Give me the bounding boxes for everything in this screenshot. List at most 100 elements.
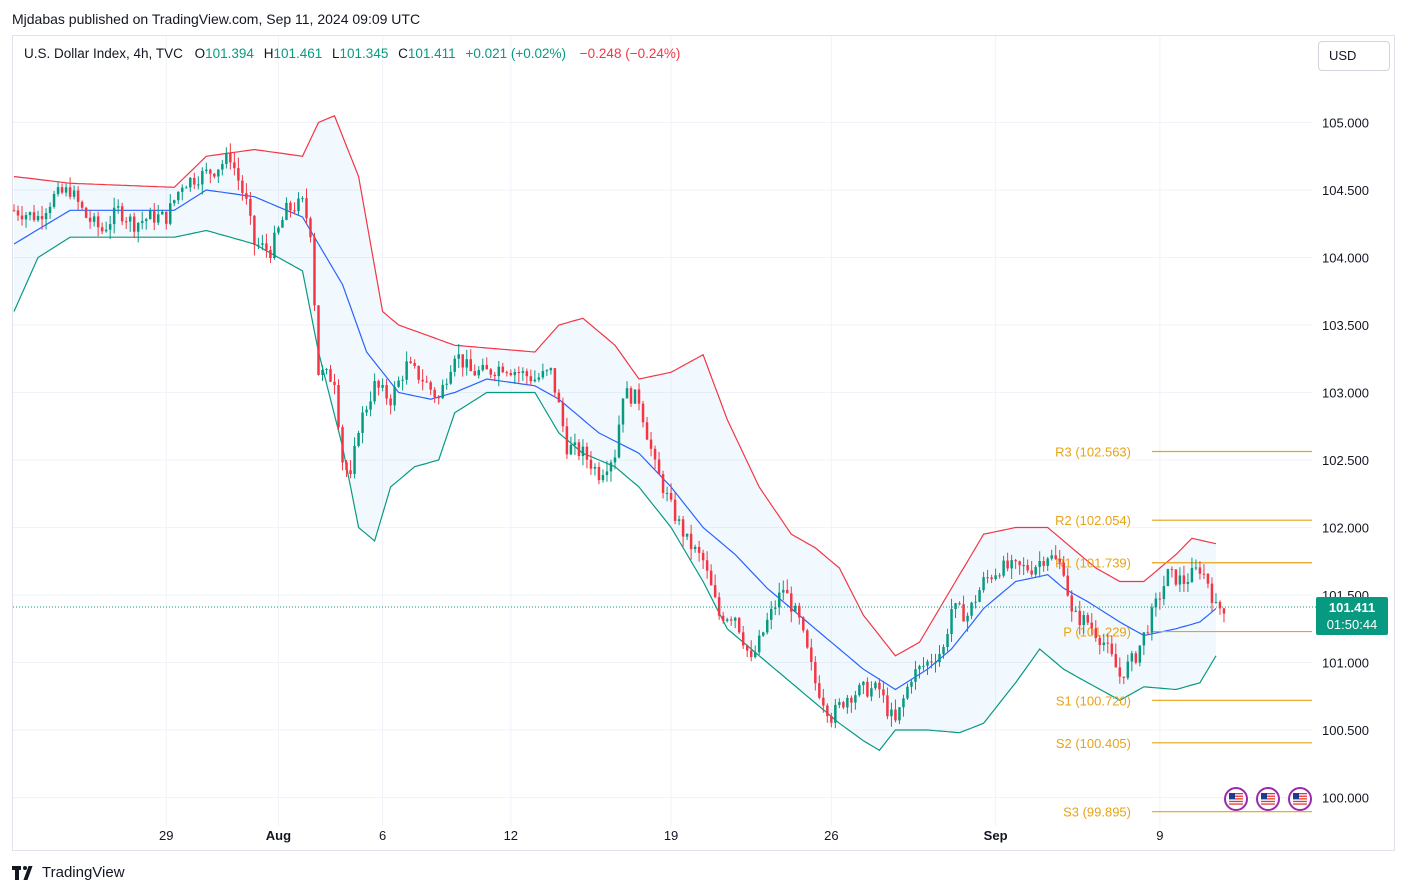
candle-body <box>609 462 613 472</box>
candle-body <box>389 398 392 406</box>
candle-body <box>1038 561 1041 568</box>
candle-body <box>473 371 476 376</box>
flag-stripe <box>1261 800 1275 803</box>
candle-body <box>1150 607 1154 633</box>
candle-body <box>577 442 581 456</box>
candle-body <box>449 371 452 384</box>
candle-body <box>994 575 997 580</box>
candle-body <box>557 392 561 403</box>
candle-body <box>209 169 212 174</box>
candle-body <box>585 446 589 460</box>
candle-body <box>1114 654 1118 668</box>
candle-body <box>477 370 481 376</box>
candle-body <box>1178 575 1182 585</box>
candle-body <box>313 237 316 306</box>
candle-body <box>353 446 356 474</box>
last-price-value: 101.411 <box>1329 600 1375 615</box>
candle-body <box>517 371 521 373</box>
chart-frame <box>12 35 1395 851</box>
candle-body <box>1026 565 1029 571</box>
candle-body <box>613 457 617 463</box>
candle-body <box>822 697 825 706</box>
flag-stripe <box>1293 795 1307 797</box>
candle-body <box>116 206 120 208</box>
candle-body <box>297 198 300 212</box>
candle-body <box>140 221 144 224</box>
candle-body <box>293 210 296 212</box>
candle-body <box>810 647 813 662</box>
candle-body <box>645 422 649 440</box>
flag-canton <box>1261 793 1267 799</box>
candle-body <box>838 702 841 705</box>
candle-body <box>481 364 485 371</box>
candle-body <box>120 206 124 222</box>
flag-stripe <box>1293 798 1307 800</box>
candle-body <box>1146 632 1150 634</box>
candle-body <box>1122 676 1126 678</box>
candle-body <box>201 170 204 185</box>
candle-body <box>1106 642 1110 644</box>
flag-stripe <box>1261 798 1275 800</box>
candle-body <box>926 661 929 666</box>
candle-body <box>681 519 685 537</box>
candle-body <box>277 227 280 233</box>
candle-body <box>830 716 833 723</box>
candle-body <box>794 605 797 612</box>
candle-body <box>1198 567 1202 574</box>
candle-body <box>104 229 108 232</box>
candle-body <box>725 619 729 621</box>
candle-body <box>193 177 196 185</box>
candle-body <box>1058 558 1061 563</box>
candle-body <box>1046 558 1049 566</box>
candle-body <box>529 376 533 382</box>
candle-body <box>637 389 641 404</box>
candle-body <box>265 243 268 250</box>
candle-body <box>1174 569 1178 585</box>
candle-body <box>225 153 228 164</box>
candle-body <box>509 372 513 376</box>
candle-body <box>858 685 861 696</box>
candle-body <box>1042 561 1045 566</box>
candle-body <box>32 212 36 221</box>
candle-body <box>40 216 44 220</box>
candle-body <box>826 705 829 717</box>
candle-body <box>461 354 464 368</box>
candle-body <box>934 662 937 664</box>
candle-body <box>565 426 569 455</box>
candle-body <box>958 603 961 605</box>
tradingview-brand[interactable]: TradingView <box>12 864 125 881</box>
candle-body <box>545 370 549 372</box>
candle-body <box>317 305 320 375</box>
candle-body <box>589 459 593 469</box>
flag-stripe <box>1293 800 1307 803</box>
candle-body <box>890 709 893 717</box>
candle-body <box>433 389 436 398</box>
candle-body <box>902 698 905 708</box>
candle-body <box>601 475 605 481</box>
published-caption: Mjdabas published on TradingView.com, Se… <box>12 11 421 27</box>
candle-body <box>769 608 773 620</box>
candle-body <box>112 207 116 225</box>
price-tick-label: 103.000 <box>1322 386 1369 401</box>
candle-body <box>60 187 64 193</box>
candle-body <box>597 466 601 481</box>
candle-body <box>765 619 769 633</box>
candle-body <box>1070 595 1073 612</box>
candle-body <box>737 617 741 633</box>
candle-body <box>894 709 897 721</box>
candle-body <box>541 371 545 378</box>
candle-body <box>1158 598 1162 600</box>
candle-body <box>641 403 645 423</box>
candle-body <box>866 681 869 697</box>
bollinger-upper-line <box>13 115 1217 657</box>
high-value: 101.461 <box>273 46 323 61</box>
candle-body <box>217 169 220 177</box>
close-label: C <box>398 46 408 61</box>
candle-body <box>309 218 312 238</box>
candle-body <box>806 630 809 648</box>
candle-body <box>705 560 709 571</box>
currency-button[interactable]: USD <box>1318 41 1390 71</box>
candle-body <box>369 401 372 410</box>
candle-body <box>657 459 661 475</box>
